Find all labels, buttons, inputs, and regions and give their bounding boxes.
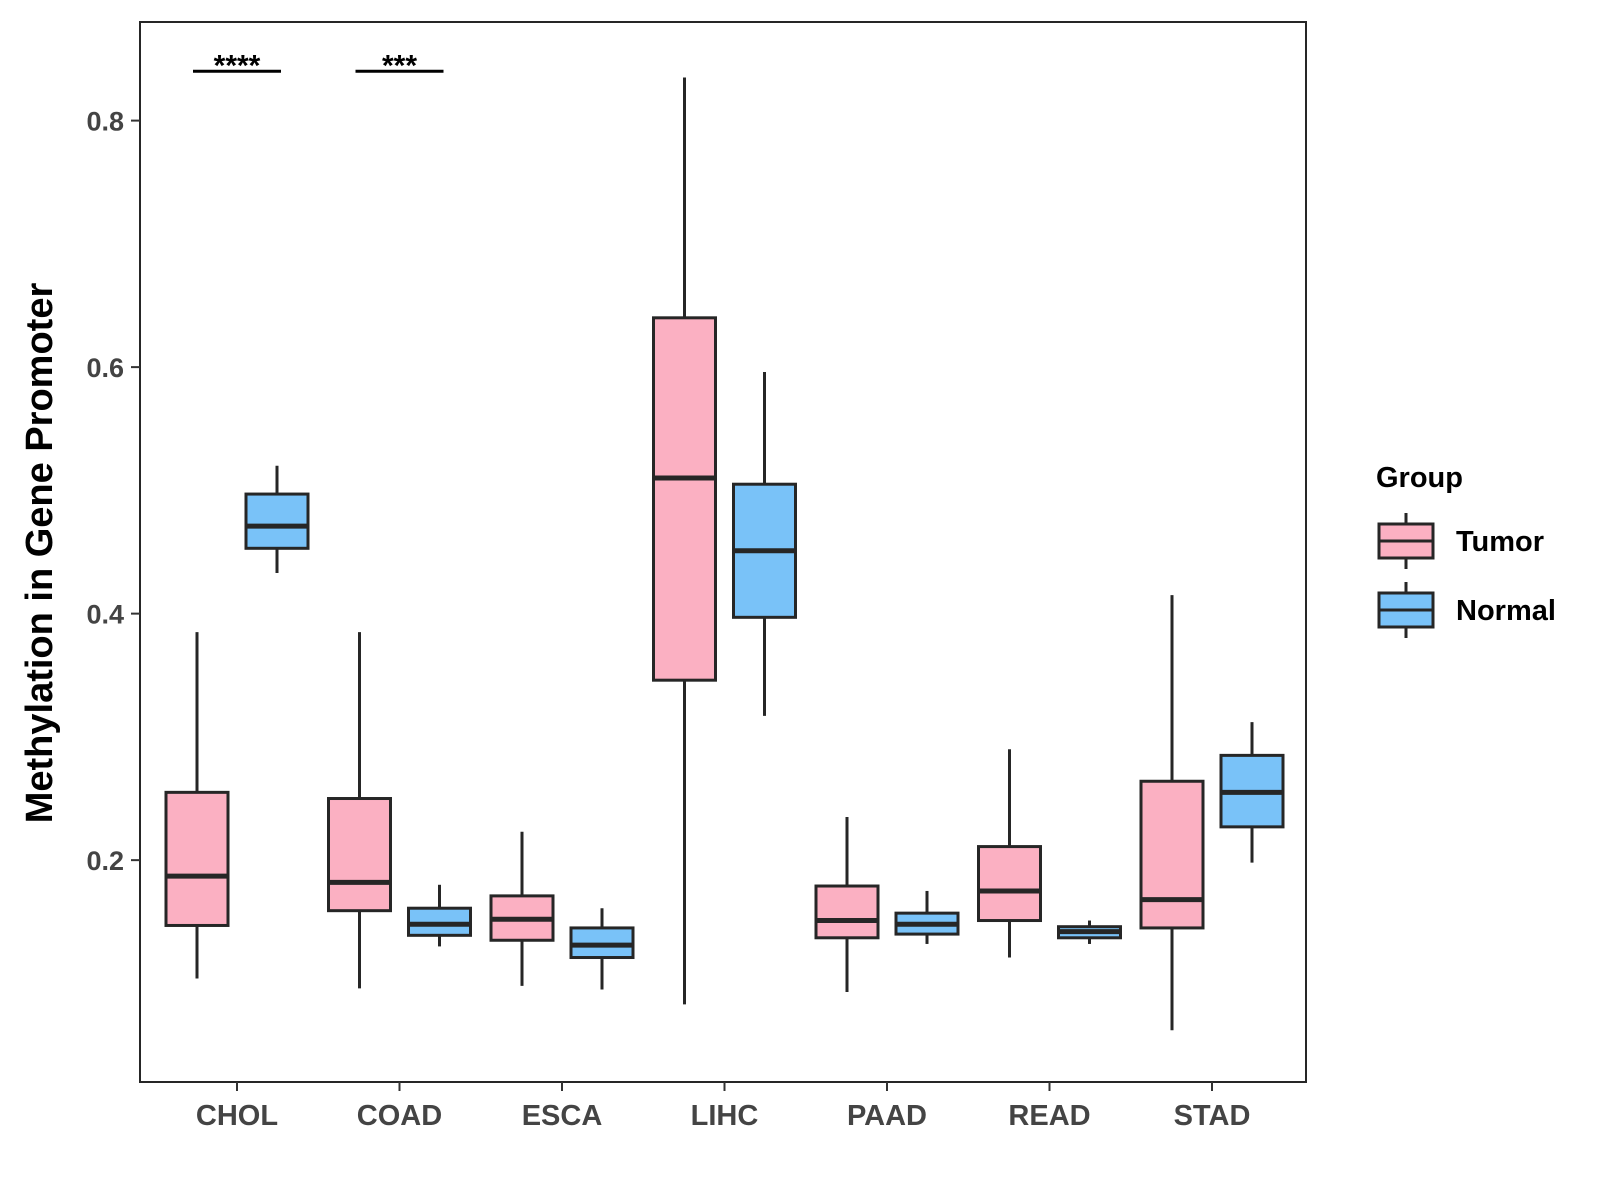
x-tick-label: CHOL bbox=[196, 1100, 278, 1132]
box-chol-normal bbox=[244, 465, 310, 573]
significance-chol: **** bbox=[193, 49, 281, 82]
iqr-box bbox=[814, 884, 880, 940]
box-coad-tumor bbox=[327, 632, 392, 989]
x-tick-label: STAD bbox=[1174, 1100, 1251, 1132]
box-lihc-tumor bbox=[652, 77, 717, 1005]
y-tick-label: 0.4 bbox=[86, 600, 124, 630]
x-tick-label: LIHC bbox=[691, 1100, 759, 1132]
box-chol-tumor bbox=[164, 632, 230, 979]
x-tick-label: READ bbox=[1008, 1100, 1090, 1132]
legend-label: Normal bbox=[1456, 595, 1556, 627]
x-tick-label: PAAD bbox=[847, 1100, 927, 1132]
iqr-box bbox=[164, 790, 230, 927]
significance-label: *** bbox=[382, 49, 417, 82]
legend-item-normal: Normal bbox=[1377, 582, 1556, 638]
legend-entries: Tumor Normal bbox=[1377, 513, 1556, 638]
box-coad-normal bbox=[407, 884, 472, 947]
y-tick-label: 0.2 bbox=[86, 846, 124, 876]
legend-title: Group bbox=[1376, 462, 1463, 494]
box-esca-tumor bbox=[489, 831, 555, 986]
iqr-box bbox=[244, 492, 310, 550]
significance-annotations: **** *** bbox=[193, 49, 444, 82]
significance-coad: *** bbox=[355, 49, 444, 82]
iqr-box bbox=[652, 316, 717, 682]
box-groups bbox=[164, 77, 1285, 1031]
x-tick-label: ESCA bbox=[522, 1100, 603, 1132]
box-read-normal bbox=[1057, 920, 1122, 944]
y-axis: 0.2 0.4 0.6 0.8 bbox=[86, 107, 140, 876]
box-paad-normal bbox=[894, 890, 960, 944]
box-stad-tumor bbox=[1139, 595, 1205, 1031]
x-tick-label: COAD bbox=[357, 1100, 442, 1132]
box-paad-tumor bbox=[814, 817, 880, 993]
iqr-box bbox=[977, 845, 1042, 923]
box-read-tumor bbox=[977, 749, 1042, 958]
legend-label: Tumor bbox=[1456, 526, 1544, 558]
y-tick-label: 0.8 bbox=[86, 107, 124, 137]
iqr-box bbox=[327, 797, 392, 913]
box-stad-normal bbox=[1219, 722, 1285, 863]
iqr-box bbox=[1139, 779, 1205, 930]
legend-item-tumor: Tumor bbox=[1377, 513, 1544, 569]
box-lihc-normal bbox=[732, 372, 797, 716]
box-esca-normal bbox=[569, 908, 635, 990]
y-axis-title: Methylation in Gene Promoter bbox=[19, 283, 61, 824]
x-axis: CHOL COAD ESCA LIHC PAAD READ STAD bbox=[196, 1082, 1250, 1132]
plot-panel-border bbox=[139, 21, 1307, 1083]
significance-label: **** bbox=[214, 49, 261, 82]
legend: Group Tumor Normal bbox=[1376, 462, 1556, 638]
y-tick-label: 0.6 bbox=[86, 353, 124, 383]
